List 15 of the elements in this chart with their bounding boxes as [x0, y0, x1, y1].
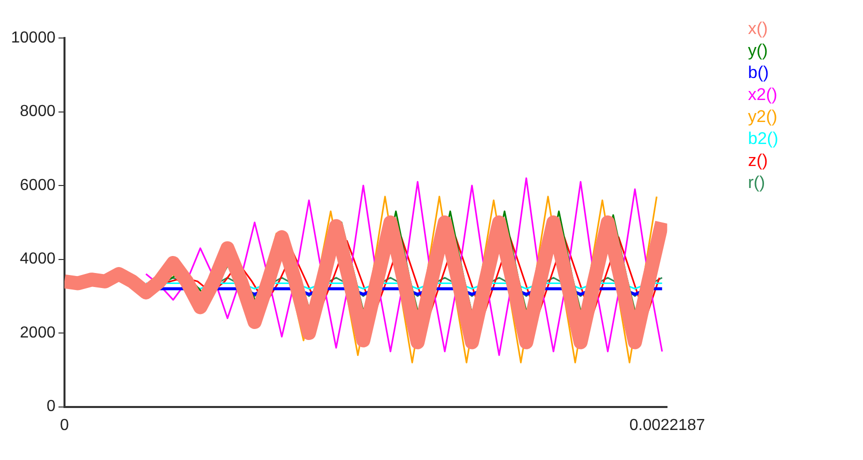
text: z()	[748, 150, 769, 172]
text: r()	[748, 172, 766, 194]
text: y()	[748, 40, 769, 62]
text: b()	[748, 62, 770, 84]
y-tick-label: 8000	[20, 103, 56, 120]
y-tick-label: 2000	[20, 324, 56, 342]
y-tick-label: 10000	[10, 29, 56, 46]
y-tick-label: 4000	[20, 250, 56, 268]
text: b2()	[748, 128, 778, 150]
y-tick-label: 0	[46, 398, 56, 416]
x-tick-label: 0.0022187	[629, 416, 706, 434]
y-tick-label: 6000	[20, 176, 56, 194]
text: x2()	[748, 84, 778, 106]
text: x()	[748, 18, 769, 40]
text: y2()	[748, 106, 778, 128]
